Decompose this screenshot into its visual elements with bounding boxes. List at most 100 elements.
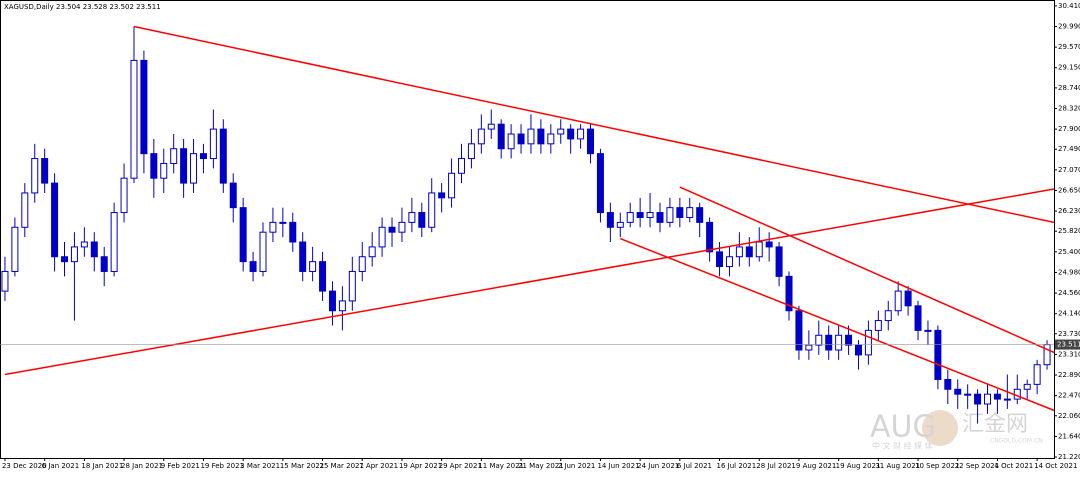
candle-body (80, 241, 88, 248)
candle-body (41, 158, 49, 184)
x-tick-label: 25 Mar 2021 (320, 462, 364, 470)
y-tick-label: 23.730 (1058, 330, 1080, 338)
candle-body (974, 393, 982, 405)
candle-body (785, 275, 793, 312)
plot-area (0, 0, 1055, 459)
candle-body (745, 246, 753, 258)
x-tick-label: 28 Jul 2021 (756, 462, 796, 470)
candle-body (805, 344, 813, 351)
candle-body (279, 221, 287, 224)
watermark-brand: AUG (870, 410, 936, 445)
x-tick-label: 9 Feb 2021 (161, 462, 200, 470)
x-tick-label: 19 Feb 2021 (200, 462, 244, 470)
candle-body (547, 133, 555, 145)
candle-body (636, 212, 644, 218)
candle-body (507, 133, 515, 150)
candle-body (328, 290, 336, 312)
x-tick-label: 28 Jan 2021 (121, 462, 163, 470)
candle-body (467, 143, 475, 160)
candle-body (1003, 398, 1011, 401)
y-tick-label: 29.570 (1058, 43, 1080, 51)
x-tick-label: 2 Jun 2021 (558, 462, 596, 470)
candle-body (61, 256, 69, 263)
y-tick-label: 25.820 (1058, 227, 1080, 235)
watermark: AUG 汇金网 中 文 财 经 媒 体 CNGOLD.COM.CN (870, 410, 1043, 451)
y-tick-label: 21.220 (1058, 453, 1080, 461)
y-tick-label: 25.400 (1058, 248, 1080, 256)
candle-body (140, 59, 148, 155)
y-tick-label: 27.490 (1058, 145, 1080, 153)
candle-body (348, 270, 356, 302)
candle-body (229, 182, 237, 209)
candle-body (537, 128, 545, 145)
y-tick-label: 21.640 (1058, 432, 1080, 440)
y-tick-label: 28.320 (1058, 104, 1080, 112)
candle-body (428, 192, 436, 228)
y-tick-label: 24.980 (1058, 268, 1080, 276)
x-tick-label: 21 May 2021 (518, 462, 564, 470)
candle-body (1043, 344, 1051, 366)
watermark-site: CNGOLD.COM.CN (990, 438, 1043, 445)
trendline (620, 237, 1055, 412)
candle-body (378, 226, 386, 248)
candle-body (864, 329, 872, 356)
candle-body (1033, 364, 1041, 385)
candle-body (795, 310, 803, 351)
candle-body (924, 329, 932, 332)
candle-body (269, 221, 277, 233)
y-tick-label: 28.740 (1058, 84, 1080, 92)
last-price-box (1055, 339, 1080, 350)
watermark-tagline: 中 文 财 经 媒 体 (872, 441, 933, 451)
candle-body (120, 177, 128, 214)
candle-body (914, 305, 922, 331)
candle-body (596, 153, 604, 214)
y-tick-label: 27.900 (1058, 125, 1080, 133)
candle-body (616, 221, 624, 228)
candle-body (626, 212, 634, 223)
candle-body (517, 133, 525, 145)
candle-body (835, 334, 843, 351)
trendline (4, 188, 1055, 376)
x-tick-label: 6 Jan 2021 (42, 462, 80, 470)
candle-body (51, 182, 59, 258)
candle-body (934, 329, 942, 380)
candle-body (904, 290, 912, 307)
candle-body (775, 246, 783, 277)
x-tick-label: 14 Jun 2021 (597, 462, 639, 470)
candle-body (1023, 383, 1031, 390)
candle-body (527, 128, 535, 145)
x-tick-label: 19 Aug 2021 (836, 462, 881, 470)
watermark-logo-text: 汇金网 (962, 412, 1028, 437)
candle-body (854, 344, 862, 356)
x-tick-label: 24 Jun 2021 (637, 462, 679, 470)
candle-body (725, 256, 733, 268)
candle-body (239, 207, 247, 263)
candle-body (398, 221, 406, 233)
x-tick-label: 14 Oct 2021 (1034, 462, 1077, 470)
candle-body (448, 172, 456, 199)
candle-body (368, 246, 376, 258)
candle-body (567, 128, 575, 140)
x-tick-label: 22 Sep 2021 (955, 462, 999, 470)
x-tick-label: 23 Dec 2020 (2, 462, 47, 470)
candle-body (894, 290, 902, 312)
candle-body (845, 334, 853, 346)
y-tick-label: 26.230 (1058, 207, 1080, 215)
y-tick-label: 22.890 (1058, 371, 1080, 379)
y-tick-label: 23.310 (1058, 350, 1080, 358)
candle-body (706, 221, 714, 253)
candle-body (21, 192, 29, 228)
trendline (679, 186, 1055, 354)
candle-body (964, 393, 972, 396)
x-tick-label: 18 Jan 2021 (81, 462, 123, 470)
candle-body (160, 162, 168, 179)
candle-body (289, 221, 297, 243)
x-tick-label: 9 Aug 2021 (796, 462, 836, 470)
candle-body (696, 207, 704, 223)
candle-body (676, 207, 684, 218)
candle-body (11, 226, 19, 272)
x-tick-label: 16 Jul 2021 (717, 462, 757, 470)
candle-body (577, 128, 585, 140)
x-tick-label: 7 Apr 2021 (359, 462, 398, 470)
x-tick-label: 19 Apr 2021 (399, 462, 442, 470)
